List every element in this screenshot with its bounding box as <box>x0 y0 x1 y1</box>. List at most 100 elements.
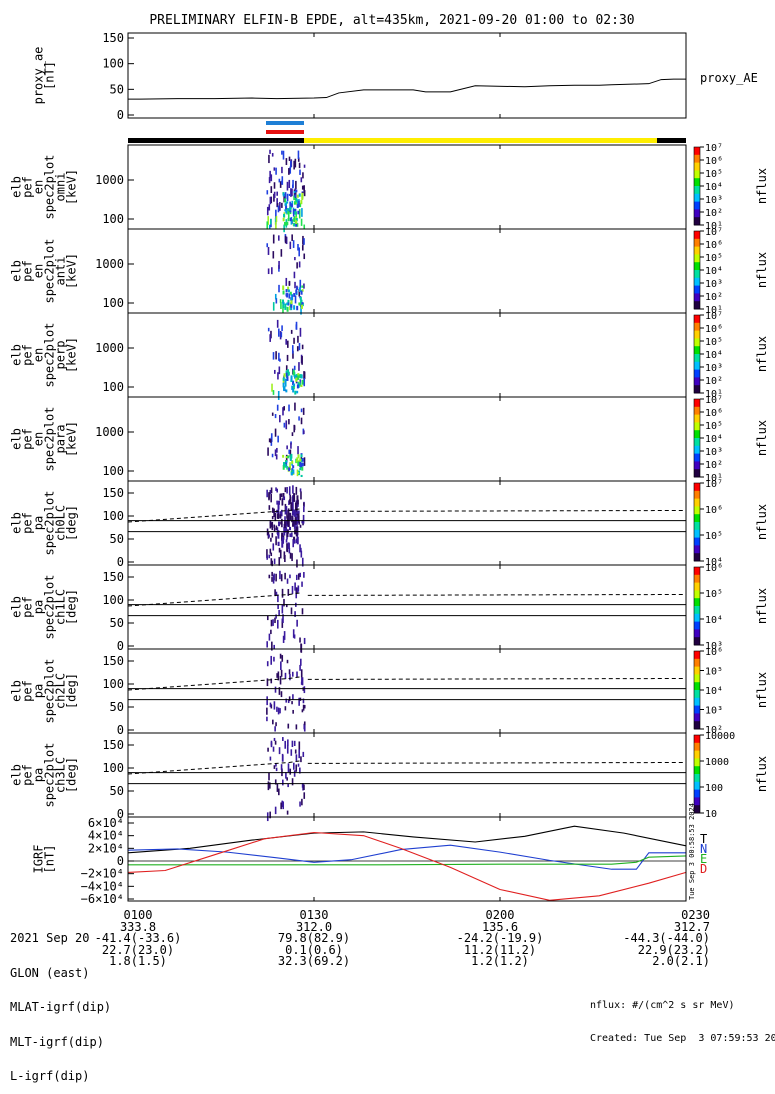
footer-value: -41.4(-33.6) <box>94 931 182 945</box>
y-axis-label-line: spec2plot <box>43 154 57 219</box>
flux-speck <box>295 220 298 224</box>
colorbar-tick-label: 10⁷ <box>705 227 723 238</box>
flux-speck <box>266 615 269 621</box>
colorbar-tick-label: 10⁷ <box>705 395 723 406</box>
flux-speck <box>285 604 288 608</box>
flux-speck <box>283 598 285 607</box>
flux-speck <box>290 203 293 208</box>
panels-layer: 150100500proxy_AEproxy_ae[nT]1000100elbp… <box>10 31 758 906</box>
footer-value-col: 0130 312.0 79.8(82.9) 0.1(0.6) 32.3(69.2) <box>266 909 362 968</box>
flux-speck <box>277 205 280 213</box>
flux-speck <box>289 455 292 460</box>
flux-speck <box>282 465 285 470</box>
flux-speck <box>276 203 279 208</box>
flux-speck <box>282 454 285 458</box>
flux-speck <box>294 749 297 754</box>
flux-speck <box>303 190 306 197</box>
flux-speck <box>272 574 275 584</box>
flux-speck <box>288 547 291 554</box>
flux-speck <box>285 236 288 245</box>
flux-speck <box>270 742 273 746</box>
flux-speck <box>274 414 277 419</box>
flux-speck <box>298 289 301 297</box>
flux-speck <box>292 209 295 217</box>
flux-speck <box>293 271 296 279</box>
flux-speck <box>284 487 287 493</box>
flux-speck <box>285 210 288 214</box>
y-axis-label-line: en <box>32 180 46 194</box>
colorbar-segment <box>694 490 700 500</box>
flux-speck <box>271 507 274 513</box>
flux-speck <box>292 350 294 359</box>
flux-speck <box>288 467 291 472</box>
y-tick-label: 100 <box>102 509 124 523</box>
flux-speck <box>285 698 288 703</box>
flux-speck <box>287 301 290 306</box>
nflux-units-note: nflux: #/(cm^2 s sr MeV) <box>590 1000 735 1011</box>
flux-speck <box>284 235 287 244</box>
flux-speck <box>299 169 301 175</box>
colorbar-tick-label: 10² <box>705 208 723 219</box>
flux-speck <box>295 324 298 330</box>
flux-speck <box>281 180 283 185</box>
flux-speck <box>275 573 277 582</box>
flux-speck <box>282 301 285 305</box>
flux-speck <box>292 762 295 770</box>
colorbar-segment <box>694 789 700 798</box>
flux-speck <box>273 524 276 528</box>
flux-speck <box>300 669 303 678</box>
flux-speck <box>277 435 279 443</box>
flux-speck <box>272 234 275 244</box>
flux-speck <box>282 299 285 304</box>
footer-label: MLT-igrf(dip) <box>10 1034 104 1049</box>
colorbar-segment <box>694 766 700 775</box>
flux-speck <box>298 302 301 306</box>
flux-speck <box>266 243 269 248</box>
y-axis-label-line: elb <box>10 176 24 198</box>
flux-speck <box>302 240 304 246</box>
flux-speck <box>279 201 281 211</box>
flux-speck <box>288 449 291 454</box>
flux-speck <box>287 542 290 549</box>
flux-speck <box>282 407 284 416</box>
flux-speck <box>299 572 301 578</box>
flux-speck <box>287 340 289 348</box>
flux-speck <box>293 520 296 529</box>
flux-speck <box>288 193 291 196</box>
footer-value: 1.2(1.2) <box>471 954 529 968</box>
flux-speck <box>300 454 303 458</box>
flux-speck <box>292 387 295 393</box>
flux-speck <box>278 609 280 616</box>
flux-speck <box>282 801 285 810</box>
flux-speck <box>296 457 299 461</box>
flux-speck <box>276 783 279 792</box>
flux-speck <box>286 181 289 191</box>
y-axis-label-line: pef <box>21 344 35 366</box>
colorbar-segment <box>694 162 700 171</box>
flux-speck <box>269 196 272 205</box>
flux-speck <box>293 740 296 746</box>
flux-speck <box>268 154 270 164</box>
flux-speck <box>300 299 303 304</box>
flux-speck <box>282 737 284 741</box>
colorbar-segment <box>694 430 700 439</box>
anti-loss-cone-line <box>127 592 687 607</box>
flux-speck <box>289 305 292 311</box>
colorbar-frame <box>693 566 701 646</box>
flux-speck <box>282 217 285 222</box>
flux-speck <box>281 800 284 808</box>
flux-speck <box>285 389 288 393</box>
flux-speck <box>303 784 305 791</box>
flux-speck <box>282 377 285 381</box>
colorbar-segment <box>694 674 700 683</box>
colorbar-tick-label: 10⁵ <box>705 421 723 432</box>
y-axis-label-line: elb <box>10 428 24 450</box>
flux-speck <box>278 788 280 796</box>
y-tick-label: 50 <box>110 700 124 714</box>
colorbar-label: nflux <box>755 168 769 204</box>
flux-speck <box>292 485 294 494</box>
flux-speck <box>290 471 293 476</box>
flux-speck <box>300 304 303 309</box>
flux-speck <box>300 491 302 500</box>
